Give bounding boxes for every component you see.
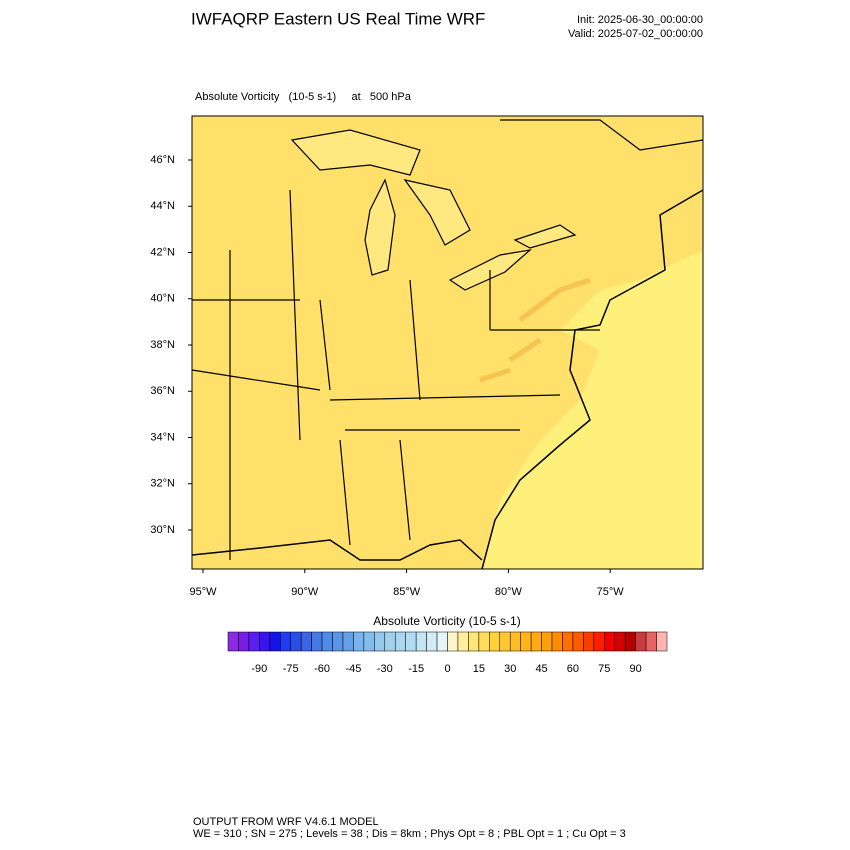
- lake-superior: [290, 129, 421, 176]
- colorbar-tick-label: -60: [314, 663, 330, 675]
- colorbar-swatch: [656, 631, 668, 652]
- colorbar-swatch: [415, 631, 427, 652]
- colorbar-swatch: [604, 631, 615, 652]
- lake-ontario: [513, 224, 577, 249]
- colorbar-swatch: [280, 631, 291, 652]
- colorbar-swatch: [227, 631, 239, 652]
- coastline-gulf: [191, 539, 483, 561]
- colorbar-tick-label: 60: [567, 663, 579, 675]
- colorbar-swatch: [259, 631, 271, 652]
- colorbar-tick-label: 30: [504, 663, 516, 675]
- lake-huron: [403, 179, 471, 246]
- colorbar-swatch: [447, 631, 459, 652]
- colorbar-tick-label: -45: [345, 663, 361, 675]
- colorbar-swatch: [300, 631, 312, 652]
- colorbar-tick-label: -90: [251, 663, 267, 675]
- coast-north: [500, 119, 704, 151]
- lat-labels: 46°N 44°N 42°N 40°N 38°N 36°N 34°N 32°N 30°N: [150, 154, 192, 536]
- colorbar-swatch: [520, 631, 532, 652]
- colorbar-swatch: [363, 631, 375, 652]
- colorbar-swatch: [541, 631, 553, 652]
- ocean: [480, 250, 703, 569]
- footer-line: OUTPUT FROM WRF V4.6.1 MODEL: [193, 816, 379, 828]
- title: IWFAQRP Eastern US Real Time WRF: [191, 9, 485, 28]
- colorbar-swatch: [509, 631, 521, 652]
- lat-label: 32°N: [150, 478, 175, 490]
- plot-label: Absolute Vorticity (10-5 s-1) at 500 hPa: [195, 91, 412, 103]
- colorbar-tick-label: 0: [444, 663, 450, 675]
- colorbar-swatch: [342, 631, 354, 652]
- colorbar-swatch: [593, 631, 605, 652]
- lon-label: 95°W: [189, 586, 217, 598]
- valid-time: Valid: 2025-07-02_00:00:00: [568, 28, 703, 40]
- lat-label: 30°N: [150, 524, 175, 536]
- colorbar-title: Absolute Vorticity (10-5 s-1): [373, 614, 520, 628]
- coastline-atlantic: [481, 189, 704, 570]
- vorticity-feature: [479, 277, 591, 383]
- colorbar-swatch: [645, 631, 657, 652]
- lon-label: 80°W: [495, 586, 523, 598]
- colorbar-swatch: [551, 631, 563, 652]
- colorbar-swatch: [635, 631, 647, 652]
- footer-line: WE = 310 ; SN = 275 ; Levels = 38 ; Dis …: [193, 828, 626, 840]
- colorbar-swatch: [468, 631, 480, 652]
- colorbar-swatch: [614, 631, 626, 652]
- lon-labels: 95°W 90°W 85°W 80°W 75°W: [189, 569, 624, 598]
- colorbar-swatch: [238, 631, 250, 652]
- colorbar-tick-label: -15: [408, 663, 424, 675]
- colorbar-tick-label: 15: [473, 663, 485, 675]
- map-frame: [191, 115, 704, 570]
- lat-label: 34°N: [150, 431, 175, 443]
- lon-label: 90°W: [291, 586, 319, 598]
- colorbar-swatch: [457, 631, 469, 652]
- colorbar-swatch: [489, 631, 501, 652]
- colorbar-swatch: [436, 631, 448, 652]
- colorbar-swatch: [572, 631, 584, 652]
- colorbar-swatch: [248, 631, 260, 652]
- lat-label: 46°N: [150, 154, 175, 166]
- lat-label: 40°N: [150, 293, 175, 305]
- colorbar: -90 -75 -60 -45 -30 -15 0 15 30 45 60 75 90: [227, 631, 668, 675]
- colorbar-swatch: [394, 631, 406, 652]
- colorbar-swatch: [269, 631, 281, 652]
- state-borders: [191, 189, 600, 560]
- colorbar-swatch: [478, 631, 490, 652]
- colorbar-swatch: [384, 631, 396, 652]
- colorbar-swatch: [562, 631, 574, 652]
- lat-label: 42°N: [150, 246, 175, 258]
- lon-label: 85°W: [393, 586, 421, 598]
- colorbar-swatch: [321, 631, 333, 652]
- init-time: Init: 2025-06-30_00:00:00: [577, 14, 703, 26]
- colorbar-swatch: [499, 631, 511, 652]
- colorbar-tick-label: 90: [630, 663, 642, 675]
- map: [191, 115, 704, 570]
- colorbar-swatch: [290, 631, 302, 652]
- colorbar-swatch: [353, 631, 365, 652]
- colorbar-tick-label: -75: [283, 663, 299, 675]
- colorbar-swatch: [624, 631, 636, 652]
- lat-label: 36°N: [150, 385, 175, 397]
- colorbar-swatch: [426, 631, 438, 652]
- colorbar-tick-label: -30: [377, 663, 393, 675]
- colorbar-swatch: [311, 631, 323, 652]
- colorbar-swatch: [530, 631, 542, 652]
- colorbar-swatch: [405, 631, 417, 652]
- colorbar-swatch: [583, 631, 595, 652]
- lat-label: 44°N: [150, 200, 175, 212]
- colorbar-tick-label: 45: [535, 663, 547, 675]
- colorbar-swatch: [332, 631, 344, 652]
- lon-label: 75°W: [597, 586, 625, 598]
- lat-label: 38°N: [150, 339, 175, 351]
- lake-michigan: [364, 178, 396, 276]
- colorbar-swatch: [374, 631, 386, 652]
- colorbar-tick-label: 75: [598, 663, 610, 675]
